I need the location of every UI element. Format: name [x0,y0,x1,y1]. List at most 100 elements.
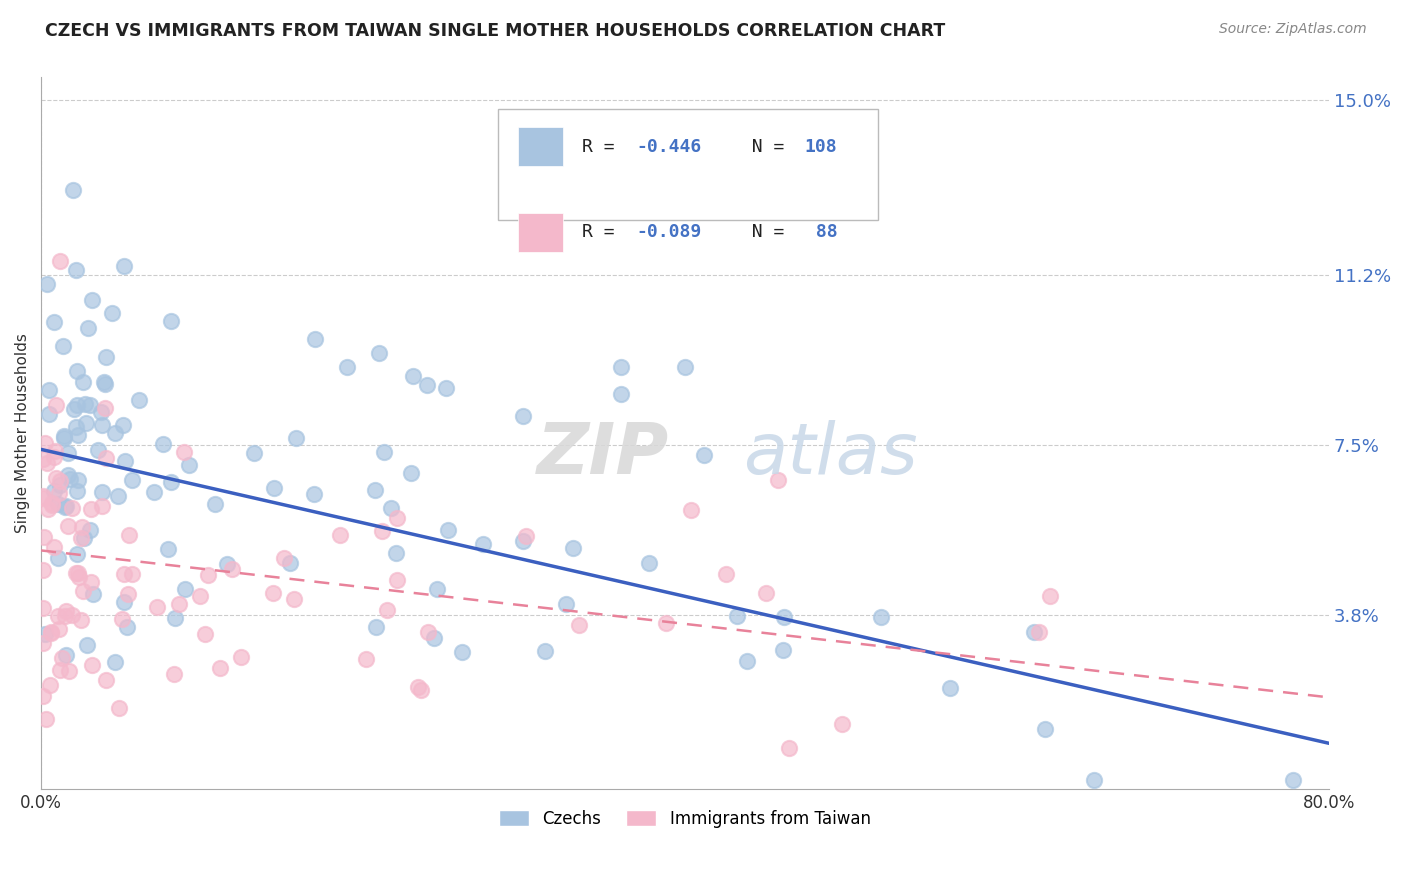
Point [278,557,301,571]
Point [366,620,388,634]
Point [1028,624,1050,639]
Point [94,376,117,391]
Point [385,511,408,525]
Point [73,397,96,411]
Point [42,483,65,498]
Point [179,458,201,472]
Point [93,401,115,415]
Point [86,442,108,457]
Point [48,485,70,500]
Point [94,351,117,365]
Point [778,741,800,756]
Point [1033,723,1056,737]
Point [80,575,103,590]
Point [364,483,387,497]
Point [434,382,457,396]
Point [117,620,139,634]
Point [46,608,69,623]
Point [418,624,440,639]
Point [34,627,56,641]
Point [42,450,65,464]
Point [37,502,59,516]
Point [79,523,101,537]
Point [242,445,264,459]
Point [112,259,135,273]
Point [411,682,433,697]
Point [725,609,748,624]
Point [263,482,285,496]
Point [39,625,62,640]
Point [31,490,53,504]
Point [375,602,398,616]
Point [76,638,98,652]
Point [53,500,76,515]
Point [80,658,103,673]
Point [41,495,63,509]
Point [568,617,591,632]
Point [159,314,181,328]
Point [1083,772,1105,787]
Point [90,405,112,419]
Point [49,663,72,677]
Point [284,431,307,445]
Point [59,472,82,486]
Point [302,487,325,501]
Point [152,437,174,451]
Point [66,474,89,488]
Point [188,589,211,603]
Point [755,586,778,600]
Point [101,306,124,320]
Point [121,473,143,487]
Point [62,402,84,417]
Point [160,475,183,489]
Point [31,451,53,466]
Point [681,503,703,517]
Point [112,595,135,609]
Point [638,557,661,571]
Point [79,398,101,412]
Point [94,450,117,465]
Point [38,678,60,692]
Point [406,680,429,694]
Point [368,346,391,360]
Point [80,293,103,308]
Point [44,540,66,554]
Point [336,359,359,374]
Point [104,655,127,669]
FancyBboxPatch shape [498,110,879,219]
Point [114,453,136,467]
Point [51,651,73,665]
Point [112,566,135,581]
Point [62,183,84,197]
Point [174,582,197,596]
Point [772,643,794,657]
Point [173,445,195,459]
Point [401,368,423,383]
Point [55,648,77,662]
Point [49,254,72,268]
Point [773,610,796,624]
Text: -0.089: -0.089 [636,223,702,241]
Point [401,467,423,481]
Point [534,643,557,657]
Point [58,664,80,678]
Point [45,471,67,485]
Text: N =: N = [730,223,796,241]
Point [49,475,72,489]
Point [121,566,143,581]
Point [66,566,89,580]
Point [41,498,63,512]
Point [735,654,758,668]
Point [80,501,103,516]
Point [221,562,243,576]
Point [32,530,55,544]
Point [387,573,409,587]
Y-axis label: Single Mother Households: Single Mother Households [15,334,30,533]
Point [609,387,631,401]
Point [53,428,76,442]
Point [55,604,77,618]
Point [561,541,583,556]
Point [167,597,190,611]
Point [66,547,89,561]
Point [42,315,65,329]
